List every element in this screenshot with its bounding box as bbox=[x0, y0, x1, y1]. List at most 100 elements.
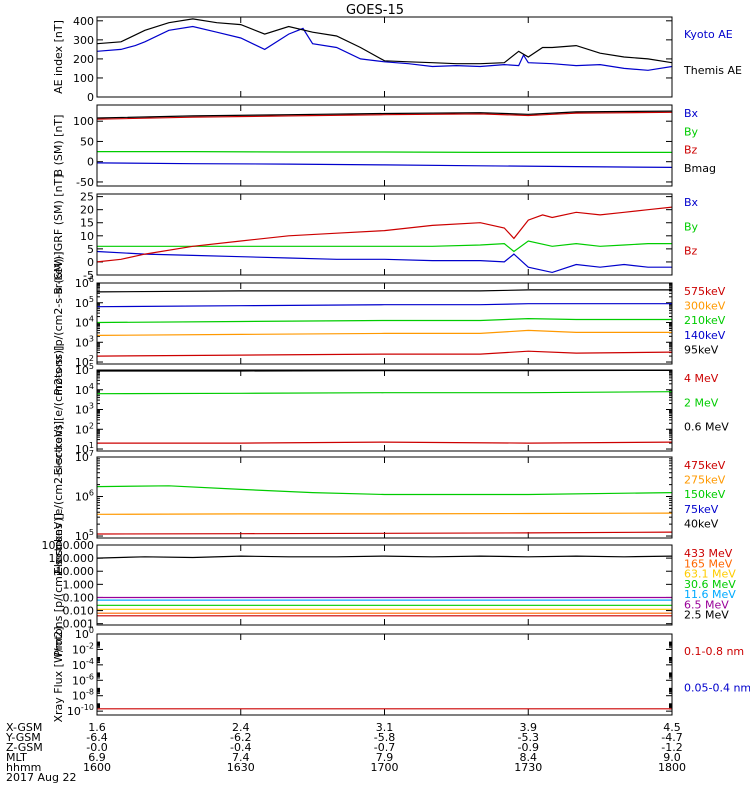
series-line-kyoto-ae bbox=[97, 25, 672, 71]
y-axis-label: B (SM) [nT] bbox=[52, 115, 65, 177]
panel-frame bbox=[96, 633, 673, 716]
y-tick-label: 105 bbox=[75, 295, 94, 310]
legend-entry: 0.1-0.8 nm bbox=[684, 645, 744, 658]
y-tick-label: 25 bbox=[80, 191, 94, 204]
figure-title: GOES-15 bbox=[346, 3, 404, 18]
panel-2: -50 0 50 100 Bx By Bz Bmag B (SM) [nT] bbox=[52, 104, 716, 189]
x-tick-value: -4.7 bbox=[661, 731, 682, 744]
y-tick-label: 107 bbox=[75, 449, 94, 464]
x-tick-value: 7.4 bbox=[232, 751, 250, 764]
series-line-150kev bbox=[97, 485, 672, 496]
x-tick-value: 1730 bbox=[514, 761, 542, 774]
series-line-bz bbox=[97, 206, 672, 263]
legend-entry: 63.1 MeV bbox=[684, 568, 736, 581]
series-line-by bbox=[97, 151, 672, 153]
legend-entry: 2 MeV bbox=[684, 396, 719, 409]
y-tick-label: 15 bbox=[80, 217, 94, 230]
series-line-210kev bbox=[97, 317, 672, 324]
series-group bbox=[97, 289, 672, 357]
y-tick-label: 0 bbox=[87, 256, 94, 269]
y-tick-label: 106 bbox=[75, 489, 94, 504]
legend-entry: 210keV bbox=[684, 314, 726, 327]
legend-entry: 2.5 MeV bbox=[684, 609, 729, 622]
panel-frame bbox=[96, 104, 673, 187]
series-group bbox=[97, 708, 672, 710]
y-tick-label: 300 bbox=[73, 34, 94, 47]
panel-frame bbox=[96, 282, 673, 365]
legend-entry: 275keV bbox=[684, 474, 726, 487]
x-tick-value: -0.4 bbox=[230, 741, 251, 754]
legend-entry: 40keV bbox=[684, 517, 719, 530]
x-tick-value: 1800 bbox=[658, 761, 686, 774]
series-line-bz bbox=[97, 111, 672, 120]
legend-entry: 0.6 MeV bbox=[684, 421, 729, 434]
series-line-by bbox=[97, 240, 672, 253]
y-tick-label: 0.010 bbox=[63, 605, 95, 618]
legend-entry: 95keV bbox=[684, 343, 719, 356]
y-tick-label: 100 bbox=[73, 115, 94, 128]
legend-entry: Bz bbox=[684, 144, 698, 157]
y-tick-label: 103 bbox=[75, 402, 94, 417]
x-tick-value: 1630 bbox=[227, 761, 255, 774]
series-group bbox=[97, 555, 672, 617]
legend-entry: Bx bbox=[684, 107, 699, 120]
x-tick-value: -6.2 bbox=[230, 731, 251, 744]
x-tick-value: 2.4 bbox=[232, 721, 250, 734]
y-tick-label: 5 bbox=[87, 243, 94, 256]
x-tick-value: 1600 bbox=[83, 761, 111, 774]
x-tick-value: -0.0 bbox=[86, 741, 107, 754]
series-line-themis-ae bbox=[97, 18, 672, 65]
legend-entry: Kyoto AE bbox=[684, 28, 733, 41]
y-tick-label: 10-4 bbox=[72, 657, 94, 672]
legend-entry: 6.5 MeV bbox=[684, 598, 729, 611]
legend-entry: Themis AE bbox=[683, 64, 742, 77]
series-group bbox=[97, 110, 672, 168]
legend-entry: 0.05-0.4 nm bbox=[684, 682, 750, 695]
legend-entry: 140keV bbox=[684, 329, 726, 342]
panel-5: 101 102 103 104 105 4 MeV 2 MeV 0.6 MeV Electron… bbox=[52, 346, 729, 476]
y-axis-label: Electrons [e/(cm2-s-sr-keV)] bbox=[52, 421, 65, 574]
x-row-label: Y-GSM bbox=[5, 731, 41, 744]
x-tick-value: 3.1 bbox=[376, 721, 394, 734]
y-tick-label: 10-8 bbox=[72, 688, 94, 703]
legend-entry: 575keV bbox=[684, 285, 726, 298]
legend-entry: Bz bbox=[684, 245, 698, 258]
x-row-label: hhmm bbox=[6, 761, 41, 774]
series-group bbox=[97, 370, 672, 444]
x-tick-value: -5.8 bbox=[374, 731, 395, 744]
legend-entry: 475keV bbox=[684, 459, 726, 472]
series-line-bx bbox=[97, 162, 672, 168]
x-tick-value: 6.9 bbox=[88, 751, 106, 764]
x-tick-value: -0.7 bbox=[374, 741, 395, 754]
y-tick-label: 0.100 bbox=[63, 591, 95, 604]
x-tick-value: -1.2 bbox=[661, 741, 682, 754]
legend-entry: 165 MeV bbox=[684, 557, 733, 570]
y-tick-label: 1.000 bbox=[63, 578, 95, 591]
y-tick-label: 101 bbox=[75, 441, 94, 456]
y-axis-label: Protons [p/(cm2-s-sr-keV)] bbox=[52, 513, 65, 657]
y-tick-label: -5 bbox=[83, 269, 94, 282]
legend-entry: By bbox=[684, 220, 699, 233]
panel-frame bbox=[96, 544, 673, 626]
x-row-label: MLT bbox=[6, 751, 27, 764]
x-tick-value: 1.6 bbox=[88, 721, 106, 734]
series-line-bmag bbox=[97, 110, 672, 119]
y-tick-label: 10.000 bbox=[56, 565, 95, 578]
y-tick-label: 20 bbox=[80, 204, 94, 217]
y-tick-label: 103 bbox=[75, 334, 94, 349]
legend-entry: 433 MeV bbox=[684, 547, 733, 560]
y-tick-label: 105 bbox=[75, 528, 94, 543]
y-tick-label: 0 bbox=[87, 156, 94, 169]
x-row-label: X-GSM bbox=[6, 721, 42, 734]
y-tick-label: 1000.000 bbox=[42, 539, 95, 552]
y-tick-label: 10 bbox=[80, 230, 94, 243]
series-group bbox=[97, 18, 672, 71]
y-tick-label: 102 bbox=[75, 354, 94, 369]
y-axis-label: B (SM)-IGRF (SM) [nT] bbox=[52, 174, 65, 294]
